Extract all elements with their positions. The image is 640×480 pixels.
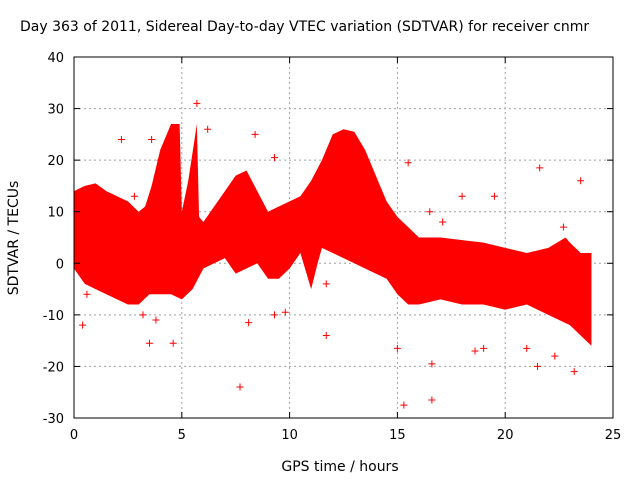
data-point (458, 192, 466, 200)
chart-title: Day 363 of 2011, Sidereal Day-to-day VTE… (20, 19, 589, 35)
y-axis-label: SDTVAR / TECUs (6, 181, 22, 296)
data-point (471, 347, 479, 355)
x-axis-label: GPS time / hours (281, 459, 398, 475)
data-point (281, 308, 289, 316)
x-tick-label: 5 (178, 428, 186, 443)
data-point (148, 136, 156, 144)
data-point (490, 192, 498, 200)
data-point (271, 154, 279, 162)
data-point (145, 339, 153, 347)
y-tick-label: -20 (43, 360, 64, 375)
data-point (577, 177, 585, 185)
data-point (536, 164, 544, 172)
data-point (251, 130, 259, 138)
data-point (480, 344, 488, 352)
data-point (152, 316, 160, 324)
y-tick-label: 40 (47, 51, 64, 66)
data-point (551, 352, 559, 360)
data-point (169, 339, 177, 347)
y-tick-label: -30 (43, 412, 64, 427)
x-tick-label: 15 (389, 428, 406, 443)
data-point (236, 383, 244, 391)
data-point (534, 362, 542, 370)
data-point (117, 136, 125, 144)
data-point (130, 192, 138, 200)
y-tick-label: 20 (47, 154, 64, 169)
data-point (245, 319, 253, 327)
y-tick-label: 30 (47, 103, 64, 118)
data-point (139, 311, 147, 319)
x-tick-label: 20 (497, 428, 514, 443)
y-tick-label: 0 (56, 257, 64, 272)
data-point (428, 360, 436, 368)
data-point (404, 159, 412, 167)
data-point (439, 218, 447, 226)
y-tick-label: -10 (43, 309, 64, 324)
data-series (74, 99, 592, 409)
data-point (523, 344, 531, 352)
y-tick-label: 10 (47, 206, 64, 221)
data-point (271, 311, 279, 319)
data-point (102, 234, 110, 241)
data-point (559, 223, 567, 231)
data-density-band (74, 124, 592, 346)
x-tick-label: 10 (281, 428, 298, 443)
data-point (79, 321, 87, 329)
data-point (400, 401, 408, 409)
data-point (428, 396, 436, 404)
plot-frame (73, 56, 614, 419)
data-point (322, 280, 330, 288)
data-point (322, 331, 330, 339)
data-point (426, 208, 434, 216)
data-point (193, 99, 201, 107)
data-point (156, 156, 164, 164)
data-point (83, 290, 91, 298)
x-tick-label: 25 (605, 428, 622, 443)
axes: 0 5 10 15 20 25 -30 -20 -10 0 10 20 30 40 (43, 51, 622, 443)
x-tick-label: 0 (70, 428, 78, 443)
data-point (318, 172, 326, 180)
data-point (393, 344, 401, 352)
data-point (570, 368, 578, 376)
data-point (204, 125, 212, 133)
